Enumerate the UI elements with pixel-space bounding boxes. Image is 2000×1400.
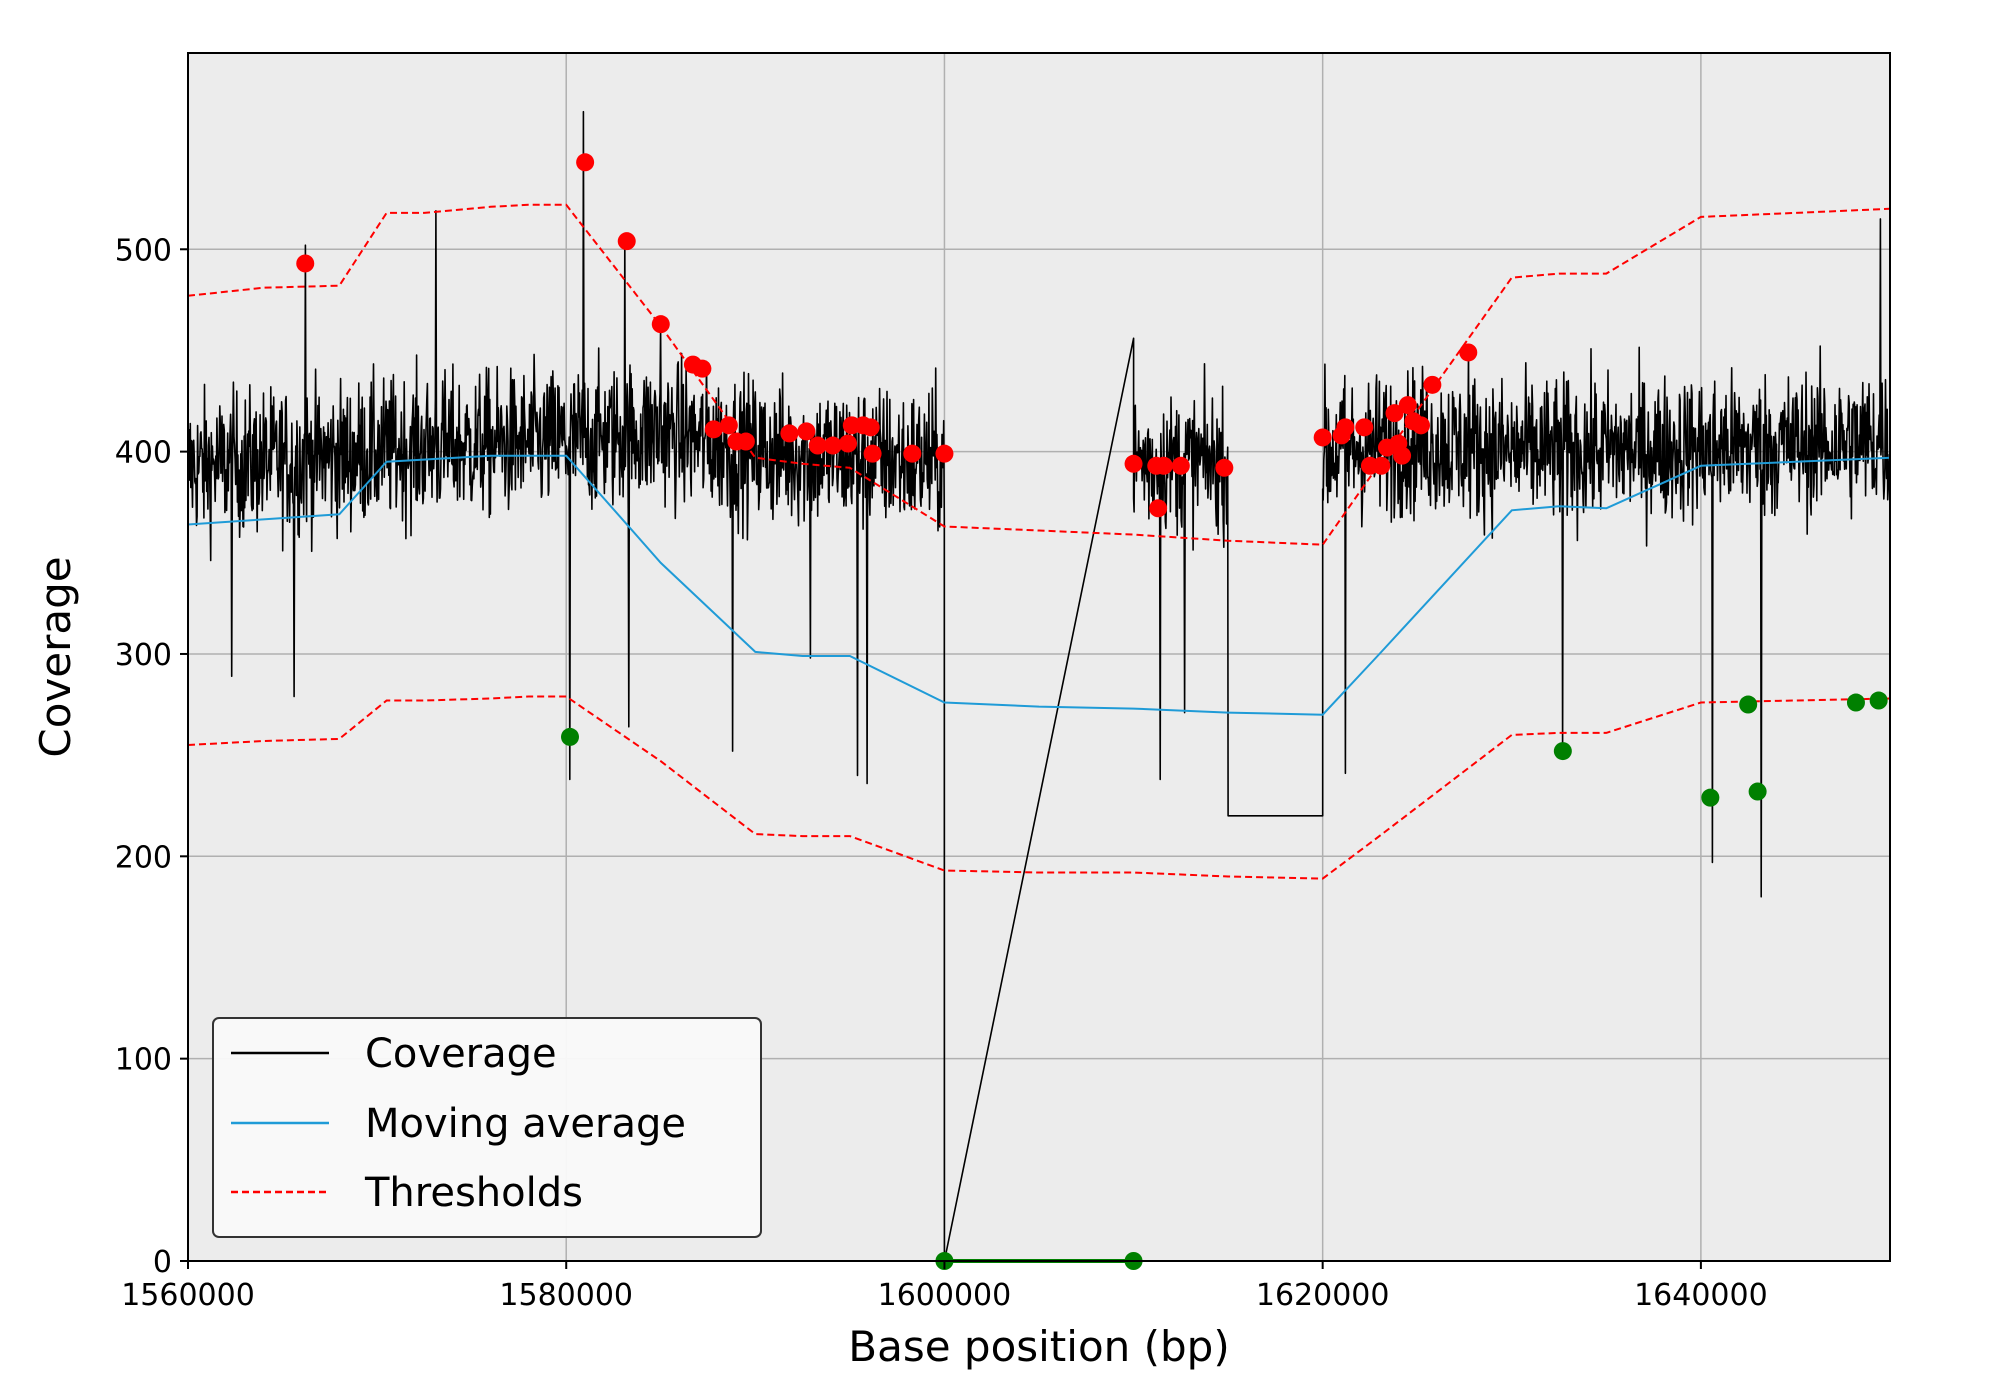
- coverage-line: [187, 110, 1891, 1262]
- high-outlier-point: [651, 315, 670, 334]
- x-axis: 1560000 1580000 1600000 1620000 1640000: [121, 1261, 1768, 1313]
- y-axis-title: Coverage: [31, 556, 80, 757]
- high-outlier-point: [808, 436, 827, 455]
- high-outlier-point: [1355, 418, 1374, 437]
- high-outlier-point: [797, 422, 816, 441]
- high-outlier-point: [736, 432, 755, 451]
- high-outlier-point: [1372, 456, 1391, 475]
- high-outlier-point: [863, 444, 882, 463]
- y-tick-label: 100: [115, 1043, 172, 1078]
- high-outlier-point: [719, 416, 738, 435]
- high-outlier-point: [1336, 418, 1355, 437]
- y-tick-label: 300: [115, 638, 172, 673]
- low-outlier-point: [1553, 742, 1572, 761]
- x-tick-label: 1600000: [878, 1278, 1012, 1313]
- high-outlier-point: [1171, 456, 1190, 475]
- y-tick-label: 500: [115, 233, 172, 268]
- high-outlier-point: [1385, 404, 1404, 423]
- y-tick-label: 0: [153, 1245, 172, 1280]
- x-tick-label: 1620000: [1256, 1278, 1390, 1313]
- lower-threshold-line: [187, 695, 1891, 880]
- low-outlier-point: [1846, 693, 1865, 712]
- legend-box: [212, 1017, 762, 1238]
- x-tick-label: 1560000: [121, 1278, 255, 1313]
- plot-frame: [187, 52, 1891, 1262]
- high-outlier-point: [704, 420, 723, 439]
- moving-average-series: [187, 454, 1891, 716]
- moving-average-line: [187, 454, 1891, 716]
- high-outlier-point: [296, 254, 315, 273]
- y-axis: 0 100 200 300 400 500: [115, 233, 188, 1280]
- high-outlier-point: [1215, 458, 1234, 477]
- high-outlier-point: [1154, 456, 1173, 475]
- legend: Coverage Moving average Thresholds: [212, 1017, 762, 1238]
- high-outlier-point: [617, 232, 636, 251]
- low-outlier-point: [1869, 691, 1888, 710]
- high-outlier-point: [1124, 454, 1143, 473]
- legend-label-moving-average: Moving average: [365, 1101, 686, 1147]
- high-outlier-point: [903, 444, 922, 463]
- high-outlier-point: [1313, 428, 1332, 447]
- threshold-series: [187, 203, 1891, 880]
- x-tick-label: 1640000: [1634, 1278, 1768, 1313]
- high-outlier-point: [693, 359, 712, 378]
- high-outlier-point: [576, 153, 595, 172]
- legend-label-thresholds: Thresholds: [364, 1170, 583, 1216]
- high-outlier-point: [780, 424, 799, 443]
- upper-threshold-line: [187, 203, 1891, 546]
- low-outlier-point: [1701, 788, 1720, 807]
- high-outlier-point: [1398, 396, 1417, 415]
- high-outlier-point: [823, 436, 842, 455]
- low-outlier-point: [561, 727, 580, 746]
- legend-label-coverage: Coverage: [365, 1031, 557, 1077]
- high-outlier-point: [861, 418, 880, 437]
- y-tick-label: 400: [115, 436, 172, 471]
- high-outlier-point: [1393, 446, 1412, 465]
- x-tick-label: 1580000: [499, 1278, 633, 1313]
- high-outlier-point: [935, 444, 954, 463]
- high-outlier-point: [1423, 375, 1442, 394]
- y-tick-label: 200: [115, 840, 172, 875]
- high-outlier-point: [1149, 499, 1168, 518]
- high-outlier-point: [1412, 416, 1431, 435]
- high-outlier-point: [1459, 343, 1478, 362]
- x-axis-title: Base position (bp): [848, 1322, 1229, 1371]
- high-outlier-point: [838, 434, 857, 453]
- low-outlier-point: [1748, 782, 1767, 801]
- coverage-series: [187, 110, 1891, 1262]
- low-outlier-point: [1739, 695, 1758, 714]
